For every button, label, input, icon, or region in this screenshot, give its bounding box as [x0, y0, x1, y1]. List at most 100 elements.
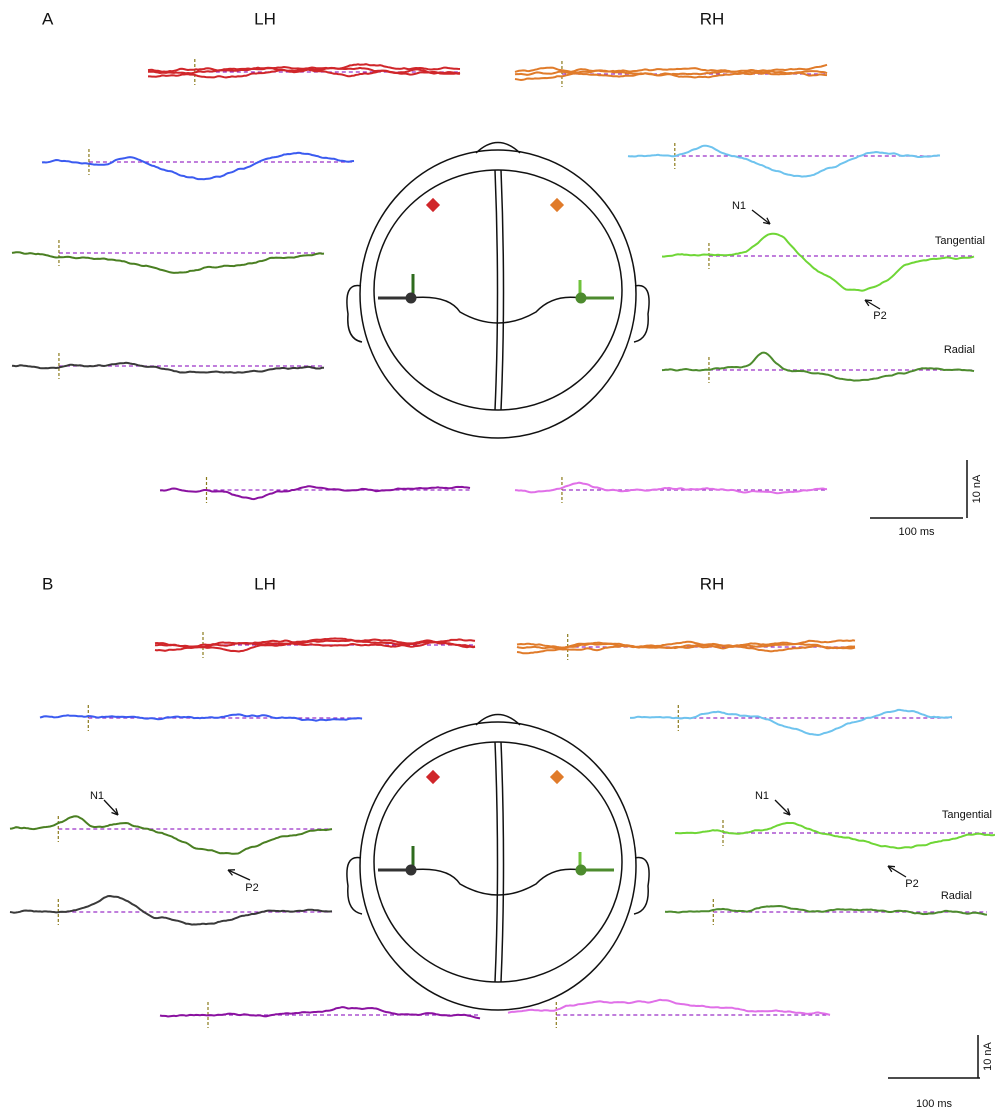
waveform: [147, 59, 461, 85]
trace-line: [674, 821, 995, 850]
ear: [633, 856, 650, 915]
trace-line: [154, 637, 476, 649]
hemisphere-label: RH: [700, 9, 725, 28]
arrow: [774, 799, 791, 816]
waveform: [154, 632, 476, 658]
trace-line: [154, 638, 476, 653]
waveform: [661, 351, 975, 383]
trace-line: [154, 641, 476, 649]
dipole: [575, 864, 587, 876]
waveform: [9, 894, 333, 926]
nose: [475, 141, 521, 154]
trace-line: [9, 815, 333, 855]
dipole: [425, 197, 441, 213]
waveform: [664, 899, 988, 925]
waveform: [661, 232, 975, 292]
head-model: [346, 141, 650, 439]
arrow: [864, 299, 881, 310]
trace-line: [507, 998, 831, 1016]
trace-line: [148, 66, 461, 78]
trace-line: [664, 904, 988, 916]
arrow: [227, 869, 251, 881]
arrow-head: [783, 808, 791, 816]
scale-label: 100 ms: [916, 1098, 953, 1110]
annotation: Tangential: [942, 809, 992, 821]
head-model: [346, 713, 650, 1011]
midline: [494, 741, 505, 983]
trace-line: [159, 485, 471, 501]
arrow-head: [763, 217, 771, 225]
waveform: [630, 705, 953, 737]
trace-line: [39, 713, 363, 722]
midline: [494, 169, 505, 411]
annotation: N1: [90, 790, 104, 802]
panel-label: A: [42, 9, 54, 28]
trace-line: [159, 1006, 481, 1020]
waveform: [514, 61, 828, 87]
waveform: [159, 1002, 481, 1028]
annotation: P2: [905, 878, 918, 890]
ear: [346, 856, 363, 915]
waveform: [507, 998, 831, 1028]
arrow-head: [864, 299, 873, 307]
dipole: [405, 864, 417, 876]
annotation: P2: [245, 882, 258, 894]
waveform: [159, 477, 471, 503]
annotation: Tangential: [935, 235, 985, 247]
scale-label: 10 nA: [971, 474, 983, 503]
trace-line: [514, 66, 828, 76]
nose: [475, 713, 521, 726]
trace-line: [514, 63, 828, 82]
dipole: [575, 292, 587, 304]
arrow-head: [227, 869, 236, 876]
dipole: [549, 769, 565, 785]
trace-line: [9, 894, 333, 926]
annotation: N1: [755, 790, 769, 802]
arrow-head: [111, 808, 119, 816]
scale-label: 10 nA: [982, 1041, 994, 1070]
annotation: N1: [732, 200, 746, 212]
trace-line: [514, 481, 828, 495]
dipole: [405, 292, 417, 304]
waveform: [516, 634, 856, 660]
waveform: [11, 353, 325, 379]
trace-line: [41, 151, 355, 181]
dipole: [549, 197, 565, 213]
brain: [373, 741, 623, 983]
trace-line: [627, 144, 941, 178]
annotation: P2: [873, 310, 886, 322]
panel-label: B: [42, 574, 53, 593]
trace-line: [11, 361, 324, 374]
trace-line: [516, 641, 856, 653]
scale-label: 100 ms: [898, 526, 935, 538]
trace-line: [11, 251, 325, 274]
ear: [633, 284, 650, 343]
ear: [346, 284, 363, 343]
trace-line: [661, 351, 975, 382]
annotation: Radial: [944, 344, 975, 356]
waveform: [39, 705, 363, 731]
annotation: Radial: [941, 890, 972, 902]
waveform: [514, 477, 828, 503]
sulcus: [409, 296, 581, 324]
waveform: [627, 143, 941, 178]
brain: [373, 169, 623, 411]
trace-line: [630, 708, 953, 737]
arrow: [887, 865, 907, 878]
hemisphere-label: LH: [254, 9, 276, 28]
trace-line: [148, 63, 461, 79]
trace-line: [661, 232, 975, 292]
scalp: [359, 149, 637, 439]
arrow: [751, 209, 771, 225]
arrow: [103, 799, 119, 816]
scalp: [359, 721, 637, 1011]
waveform: [11, 240, 325, 274]
hemisphere-label: RH: [700, 574, 725, 593]
sulcus: [409, 868, 581, 896]
trace-line: [516, 639, 856, 655]
dipole: [425, 769, 441, 785]
waveform: [674, 820, 995, 850]
waveform: [9, 815, 333, 855]
arrow-head: [887, 865, 896, 873]
